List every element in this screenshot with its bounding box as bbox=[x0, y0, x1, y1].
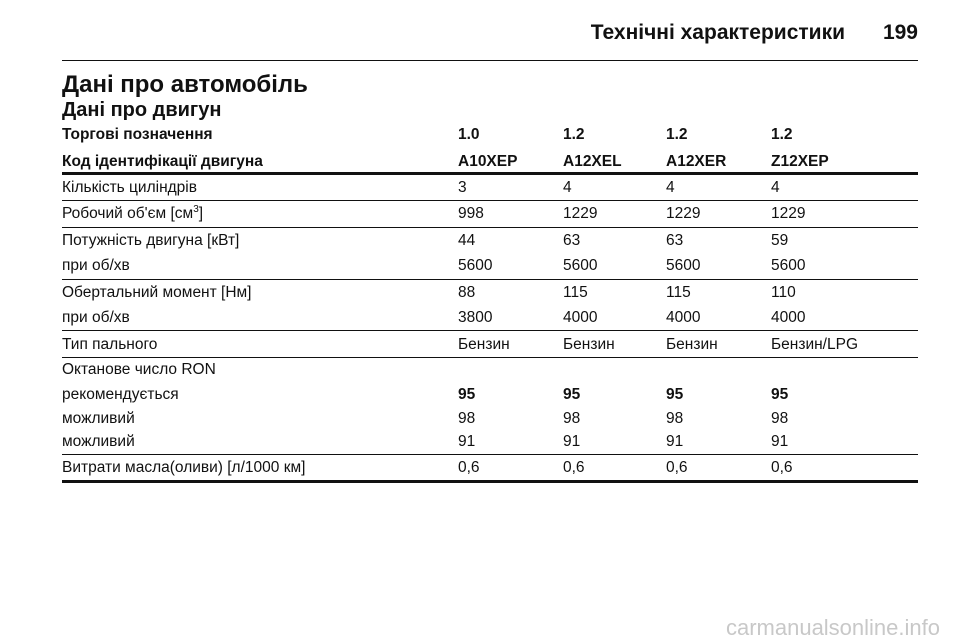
table-rule bbox=[62, 330, 918, 331]
column-header: 1.2 bbox=[666, 126, 688, 143]
cell: 95 bbox=[666, 386, 684, 403]
cell: 91 bbox=[771, 433, 789, 450]
cell: 95 bbox=[563, 386, 581, 403]
cell: 0,6 bbox=[458, 459, 480, 476]
column-header: A12XER bbox=[666, 153, 727, 170]
section-title: Технічні характеристики bbox=[590, 21, 845, 44]
row-label: при об/хв bbox=[62, 257, 130, 274]
cell: 4000 bbox=[563, 309, 598, 326]
row-label: Робочий об'єм [см3] bbox=[62, 204, 203, 224]
row-label: можливий bbox=[62, 433, 135, 450]
cell: 91 bbox=[563, 433, 581, 450]
row-label: можливий bbox=[62, 410, 135, 427]
cell: Бензин/LPG bbox=[771, 336, 858, 353]
cell: 4000 bbox=[771, 309, 806, 326]
column-header: A12XEL bbox=[563, 153, 622, 170]
cell: 5600 bbox=[458, 257, 493, 274]
cell: 5600 bbox=[771, 257, 806, 274]
table-rule bbox=[62, 357, 918, 358]
row-label: Обертальний момент [Нм] bbox=[62, 284, 252, 301]
cell: 4 bbox=[771, 179, 780, 196]
row-label: Потужність двигуна [кВт] bbox=[62, 232, 240, 249]
cell: 98 bbox=[563, 410, 581, 427]
cell: 1229 bbox=[666, 205, 701, 222]
cell: 63 bbox=[563, 232, 581, 249]
cell: 98 bbox=[771, 410, 789, 427]
column-header: 1.2 bbox=[771, 126, 793, 143]
row-label: при об/хв bbox=[62, 309, 130, 326]
header-label: Торгові позначення bbox=[62, 126, 213, 143]
cell: 5600 bbox=[666, 257, 701, 274]
cell: 88 bbox=[458, 284, 476, 301]
cell: 115 bbox=[563, 284, 588, 301]
label-part: ] bbox=[198, 205, 204, 222]
column-header: A10XEP bbox=[458, 153, 518, 170]
cell: 998 bbox=[458, 205, 484, 222]
cell: 4 bbox=[563, 179, 572, 196]
cell: 0,6 bbox=[666, 459, 688, 476]
column-header: Z12XEP bbox=[771, 153, 829, 170]
cell: Бензин bbox=[563, 336, 615, 353]
cell: Бензин bbox=[458, 336, 510, 353]
page-number: 199 bbox=[882, 21, 918, 44]
cell: 91 bbox=[458, 433, 476, 450]
table-rule bbox=[62, 200, 918, 201]
cell: Бензин bbox=[666, 336, 718, 353]
cell: 98 bbox=[666, 410, 684, 427]
cell: 0,6 bbox=[771, 459, 793, 476]
table-rule bbox=[62, 279, 918, 280]
table-rule bbox=[62, 454, 918, 455]
cell: 63 bbox=[666, 232, 684, 249]
page-title: Дані про автомобіль bbox=[62, 71, 308, 98]
row-label: Кількість циліндрів bbox=[62, 179, 197, 196]
row-label: Витрати масла(оливи) [л/1000 км] bbox=[62, 459, 306, 476]
cell: 4000 bbox=[666, 309, 701, 326]
cell: 59 bbox=[771, 232, 789, 249]
cell: 3 bbox=[458, 179, 467, 196]
column-header: 1.2 bbox=[563, 126, 585, 143]
cell: 91 bbox=[666, 433, 684, 450]
table-rule bbox=[62, 227, 918, 228]
cell: 0,6 bbox=[563, 459, 585, 476]
header-label: Код ідентифікації двигуна bbox=[62, 153, 263, 170]
cell: 3800 bbox=[458, 309, 493, 326]
row-label: рекомендується bbox=[62, 386, 179, 403]
cell: 1229 bbox=[563, 205, 598, 222]
label-part: 3 bbox=[193, 203, 199, 215]
cell: 44 bbox=[458, 232, 476, 249]
cell: 4 bbox=[666, 179, 675, 196]
column-header: 1.0 bbox=[458, 126, 480, 143]
cell: 5600 bbox=[563, 257, 598, 274]
cell: 98 bbox=[458, 410, 476, 427]
row-label: Тип пального bbox=[62, 336, 158, 353]
cell: 95 bbox=[458, 386, 476, 403]
page-subtitle: Дані про двигун bbox=[62, 99, 222, 121]
header-rule bbox=[62, 60, 918, 61]
label-part: Робочий об'єм [см bbox=[62, 205, 194, 222]
cell: 95 bbox=[771, 386, 789, 403]
row-label: Октанове число RON bbox=[62, 361, 216, 378]
cell: 110 bbox=[771, 284, 796, 301]
cell: 115 bbox=[666, 284, 691, 301]
table-rule bbox=[62, 480, 918, 483]
watermark: carmanualsonline.info bbox=[725, 615, 940, 640]
cell: 1229 bbox=[771, 205, 806, 222]
table-rule bbox=[62, 172, 918, 175]
